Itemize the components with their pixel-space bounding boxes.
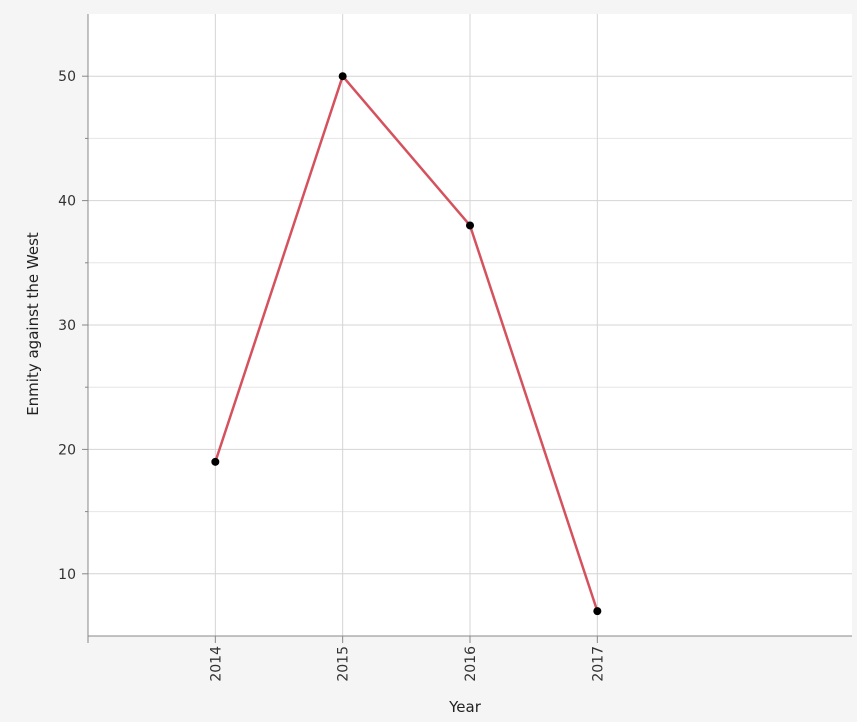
y-axis-ticks: 10 20 30 40 50 xyxy=(58,69,88,583)
y-tick-label: 30 xyxy=(58,318,76,334)
series-line xyxy=(214,74,599,612)
data-point xyxy=(211,457,220,466)
y-tick-label: 20 xyxy=(58,442,76,458)
y-tick-label: 50 xyxy=(58,69,76,85)
y-tick-label: 40 xyxy=(58,194,76,210)
x-tick-label: 2015 xyxy=(336,646,352,682)
major-gridlines xyxy=(88,14,852,636)
x-tick-label: 2014 xyxy=(208,646,224,682)
series-group xyxy=(211,72,602,616)
data-point xyxy=(338,72,347,81)
x-axis-title: Year xyxy=(448,698,482,716)
y-tick-label: 10 xyxy=(58,567,76,583)
data-point xyxy=(593,607,602,616)
x-tick-label: 2016 xyxy=(463,646,479,682)
x-axis-ticks: 2014 2015 2016 2017 xyxy=(208,636,606,682)
data-point xyxy=(466,221,474,230)
y-axis-title: Enmity against the West xyxy=(24,232,42,416)
x-tick-label: 2017 xyxy=(590,646,606,682)
